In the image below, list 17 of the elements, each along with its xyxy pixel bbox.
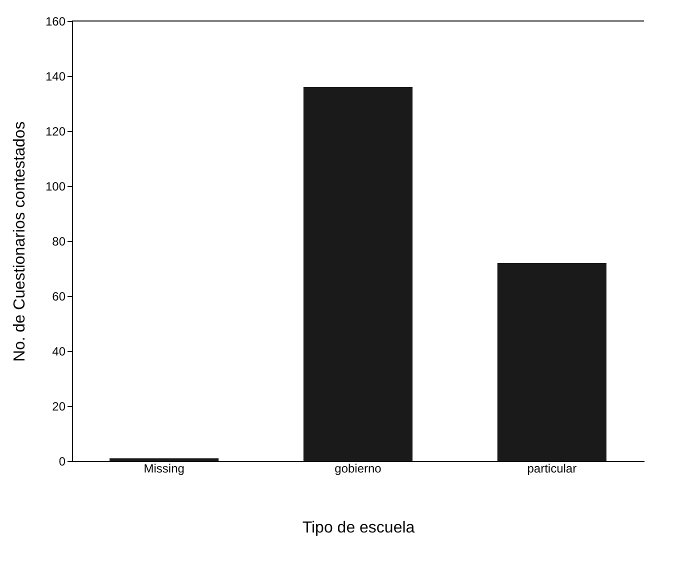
y-tick-label: 20	[52, 400, 66, 414]
x-axis-title: Tipo de escuela	[302, 520, 415, 536]
bar	[303, 87, 413, 461]
y-tick-label: 80	[52, 234, 66, 248]
y-axis-title: No. de Cuestionarios contestados	[11, 121, 28, 362]
y-tick-label: 0	[58, 454, 66, 468]
y-tick-label: 100	[45, 180, 66, 194]
y-tick-label: 40	[52, 344, 66, 358]
x-tick-label: particular	[527, 462, 577, 476]
y-tick-label: 60	[52, 290, 66, 304]
y-tick-label: 140	[45, 70, 66, 84]
y-tick-label: 120	[45, 124, 66, 138]
bar	[110, 458, 219, 461]
x-tick-label: Missing	[144, 462, 184, 476]
bar	[497, 263, 606, 461]
x-tick-label: gobierno	[334, 462, 382, 476]
y-tick-label: 160	[45, 14, 66, 28]
